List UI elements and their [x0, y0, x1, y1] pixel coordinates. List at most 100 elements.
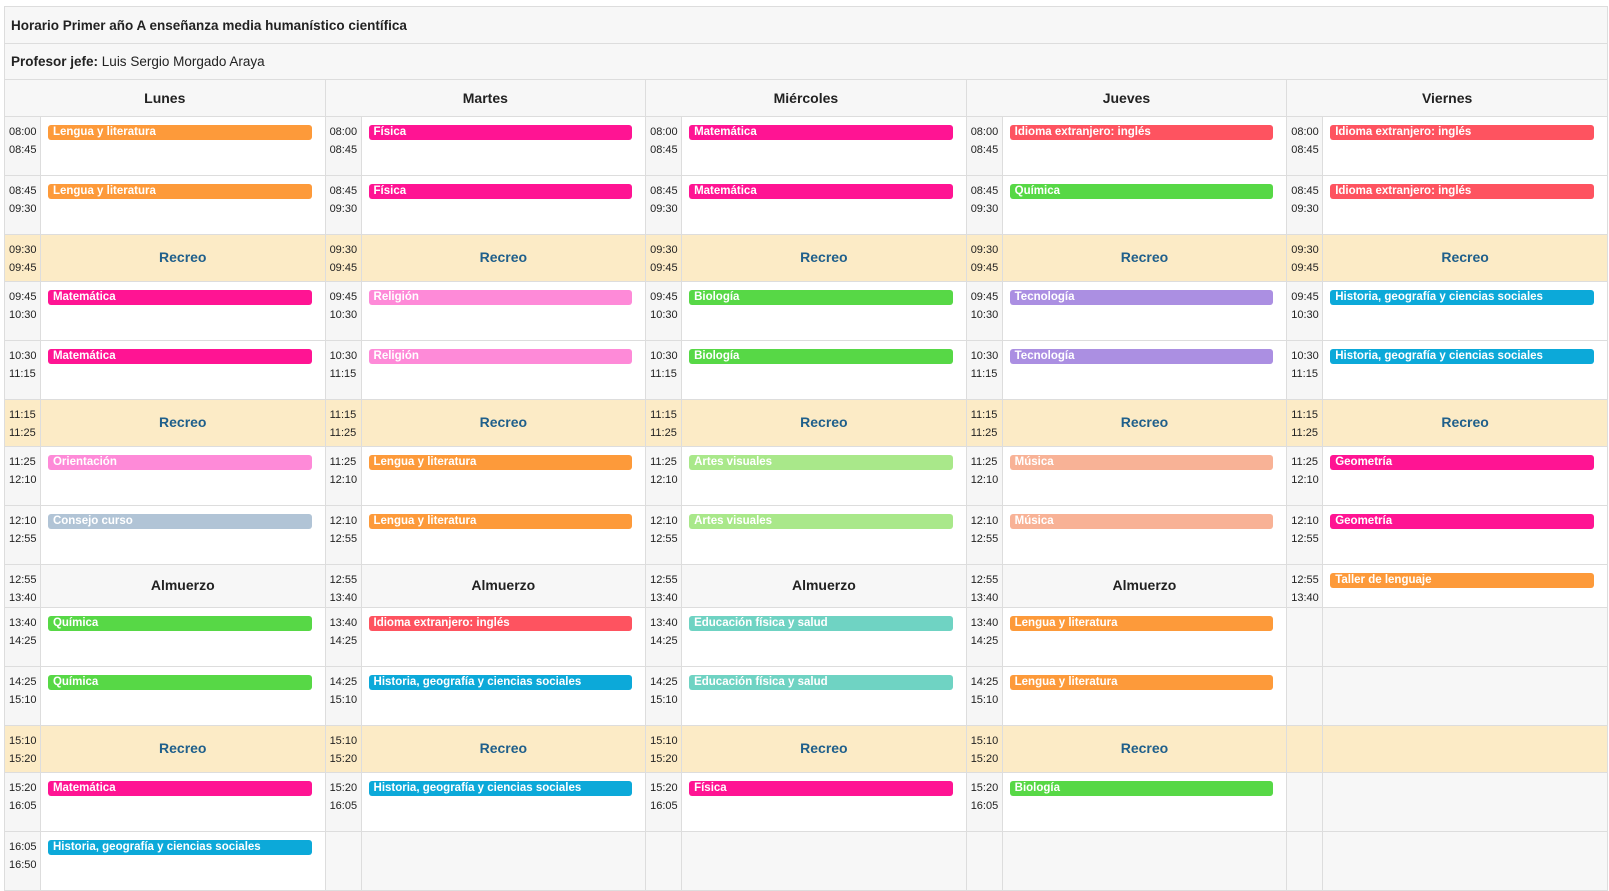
subject-badge[interactable]: Matemática	[47, 290, 312, 305]
subject-badge[interactable]: Biología	[1009, 781, 1274, 796]
subject-badge[interactable]: Historia, geografía y ciencias sociales	[368, 781, 633, 796]
slot-cell: Música	[1001, 505, 1288, 565]
time-cell: 14:25 15:10	[4, 666, 41, 726]
time-cell: 15:20 16:05	[645, 772, 683, 832]
slot-cell: Tecnología	[1001, 281, 1288, 341]
time-cell	[1286, 831, 1324, 891]
subject-badge[interactable]: Lengua y literatura	[47, 125, 312, 140]
slot-cell: Matemática	[681, 116, 967, 176]
start-time: 09:30	[329, 244, 358, 256]
slot-cell: Física	[681, 772, 967, 832]
subject-badge[interactable]: Geometría	[1330, 455, 1594, 470]
start-time: 11:15	[650, 409, 677, 421]
slot-cell: Lengua y literatura	[1001, 666, 1288, 726]
start-time: 12:10	[1291, 515, 1319, 527]
subject-badge[interactable]: Geometría	[1330, 514, 1594, 529]
start-time: 12:55	[9, 574, 37, 586]
subject-badge[interactable]: Artes visuales	[689, 514, 953, 529]
time-cell: 12:10 12:55	[1286, 505, 1324, 565]
end-time: 12:10	[9, 474, 37, 486]
end-time: 11:15	[970, 368, 998, 380]
start-time: 08:45	[650, 185, 678, 197]
subject-badge[interactable]: Química	[47, 616, 312, 631]
subject-badge[interactable]: Química	[1009, 184, 1274, 199]
start-time: 15:20	[329, 782, 358, 794]
subject-badge[interactable]: Taller de lenguaje	[1330, 573, 1594, 588]
end-time: 08:45	[329, 144, 358, 156]
subject-badge[interactable]: Consejo curso	[47, 514, 312, 529]
subject-badge[interactable]: Física	[368, 184, 633, 199]
subject-badge[interactable]: Lengua y literatura	[1009, 616, 1274, 631]
time-cell: 15:10 15:20	[965, 725, 1003, 773]
start-time: 11:15	[1291, 409, 1318, 421]
subject-badge[interactable]: Lengua y literatura	[1009, 675, 1274, 690]
time-cell: 09:30 09:45	[1286, 234, 1324, 282]
schedule-row: 09:45 10:30 Matemática 09:45 10:30 Religión 09…	[4, 281, 1608, 341]
end-time: 08:45	[9, 144, 37, 156]
subject-badge[interactable]: Historia, geografía y ciencias sociales	[47, 840, 312, 855]
subject-badge[interactable]: Música	[1009, 514, 1274, 529]
subject-badge[interactable]: Educación física y salud	[689, 675, 953, 690]
recess-label: Recreo	[159, 740, 207, 756]
end-time: 15:20	[970, 753, 999, 765]
subject-badge[interactable]: Física	[689, 781, 953, 796]
subject-badge[interactable]: Lengua y literatura	[47, 184, 312, 199]
subject-badge[interactable]: Idioma extranjero: inglés	[1330, 184, 1594, 199]
subject-badge[interactable]: Biología	[689, 290, 953, 305]
end-time: 11:15	[1291, 368, 1318, 380]
subject-badge[interactable]: Lengua y literatura	[368, 514, 633, 529]
time-cell: 08:45 09:30	[1286, 175, 1324, 235]
slot-cell: Recreo	[681, 725, 967, 773]
start-time: 12:10	[329, 515, 358, 527]
subject-badge[interactable]: Idioma extranjero: inglés	[368, 616, 633, 631]
subject-badge[interactable]: Historia, geografía y ciencias sociales	[368, 675, 633, 690]
slot-cell: Religión	[360, 281, 647, 341]
start-time: 08:45	[1291, 185, 1319, 197]
subject-badge[interactable]: Historia, geografía y ciencias sociales	[1330, 290, 1594, 305]
end-time: 12:55	[970, 533, 999, 545]
subject-badge[interactable]: Matemática	[47, 781, 312, 796]
subject-badge[interactable]: Religión	[368, 290, 633, 305]
subject-badge[interactable]: Tecnología	[1009, 290, 1274, 305]
end-time: 13:40	[329, 592, 358, 604]
subject-badge[interactable]: Matemática	[689, 125, 953, 140]
slot-cell	[1322, 666, 1608, 726]
subject-badge[interactable]: Educación física y salud	[689, 616, 953, 631]
subject-badge[interactable]: Física	[368, 125, 633, 140]
start-time: 11:15	[970, 409, 998, 421]
recess-label: Recreo	[1120, 249, 1169, 265]
start-time: 12:10	[970, 515, 999, 527]
end-time: 16:50	[9, 859, 37, 871]
subject-badge[interactable]: Biología	[689, 349, 953, 364]
recess-label: Recreo	[1441, 249, 1489, 265]
recess-label: Recreo	[1120, 740, 1169, 756]
end-time: 09:45	[1291, 262, 1319, 274]
slot-cell: Matemática	[681, 175, 967, 235]
subject-badge[interactable]: Música	[1009, 455, 1274, 470]
slot-cell: Historia, geografía y ciencias sociales	[360, 772, 647, 832]
subject-badge[interactable]: Tecnología	[1009, 349, 1274, 364]
end-time: 16:05	[970, 800, 999, 812]
start-time: 14:25	[329, 676, 358, 688]
subject-badge[interactable]: Lengua y literatura	[368, 455, 633, 470]
end-time: 11:15	[650, 368, 677, 380]
end-time: 13:40	[9, 592, 37, 604]
slot-cell: Idioma extranjero: inglés	[1001, 116, 1288, 176]
subject-badge[interactable]: Orientación	[47, 455, 312, 470]
subject-badge[interactable]: Historia, geografía y ciencias sociales	[1330, 349, 1594, 364]
subject-badge[interactable]: Matemática	[689, 184, 953, 199]
schedule-row: 08:00 08:45 Lengua y literatura 08:00 08:45 F…	[4, 116, 1608, 176]
end-time: 12:55	[650, 533, 678, 545]
time-cell: 16:05 16:50	[4, 831, 41, 891]
subject-badge[interactable]: Matemática	[47, 349, 312, 364]
time-cell: 12:55 13:40	[645, 564, 683, 608]
slot-cell	[1001, 831, 1288, 891]
subject-badge[interactable]: Química	[47, 675, 312, 690]
time-cell: 11:15 11:25	[1286, 399, 1324, 447]
subject-badge[interactable]: Idioma extranjero: inglés	[1009, 125, 1274, 140]
lunch-label: Almuerzo	[471, 577, 536, 593]
end-time: 09:45	[650, 262, 678, 274]
subject-badge[interactable]: Artes visuales	[689, 455, 953, 470]
subject-badge[interactable]: Religión	[368, 349, 633, 364]
subject-badge[interactable]: Idioma extranjero: inglés	[1330, 125, 1594, 140]
